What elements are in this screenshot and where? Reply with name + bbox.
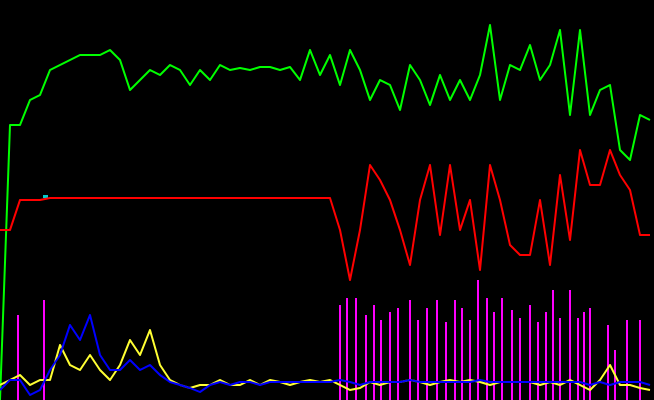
spike [583, 312, 585, 400]
spike [373, 305, 375, 400]
trace-line [0, 24, 651, 400]
spike [511, 310, 513, 400]
spike [519, 318, 521, 400]
spike [380, 320, 382, 400]
spike [355, 298, 357, 400]
spike [626, 320, 628, 400]
spike [639, 320, 641, 400]
spike [426, 308, 428, 400]
spike [486, 298, 488, 400]
spike [529, 305, 531, 400]
spike [397, 308, 399, 400]
spike [365, 315, 367, 400]
spike [461, 308, 463, 400]
spike [469, 320, 471, 400]
spike [454, 300, 456, 400]
spike [501, 298, 503, 400]
spike [445, 322, 447, 400]
spike [477, 280, 479, 400]
spike [339, 305, 341, 400]
spike [577, 318, 579, 400]
spike [417, 320, 419, 400]
spike [409, 300, 411, 400]
spike [43, 300, 45, 400]
spike [569, 290, 571, 400]
spike [545, 312, 547, 400]
spike [589, 308, 591, 400]
spike [346, 298, 348, 400]
spike [552, 290, 554, 400]
marker [43, 195, 48, 198]
spike [559, 318, 561, 400]
spike [607, 325, 609, 400]
trace-line [0, 314, 651, 396]
spike [436, 300, 438, 400]
trace-line [0, 149, 650, 281]
spike [389, 312, 391, 400]
spike [493, 312, 495, 400]
spike [537, 322, 539, 400]
spike [17, 315, 19, 400]
